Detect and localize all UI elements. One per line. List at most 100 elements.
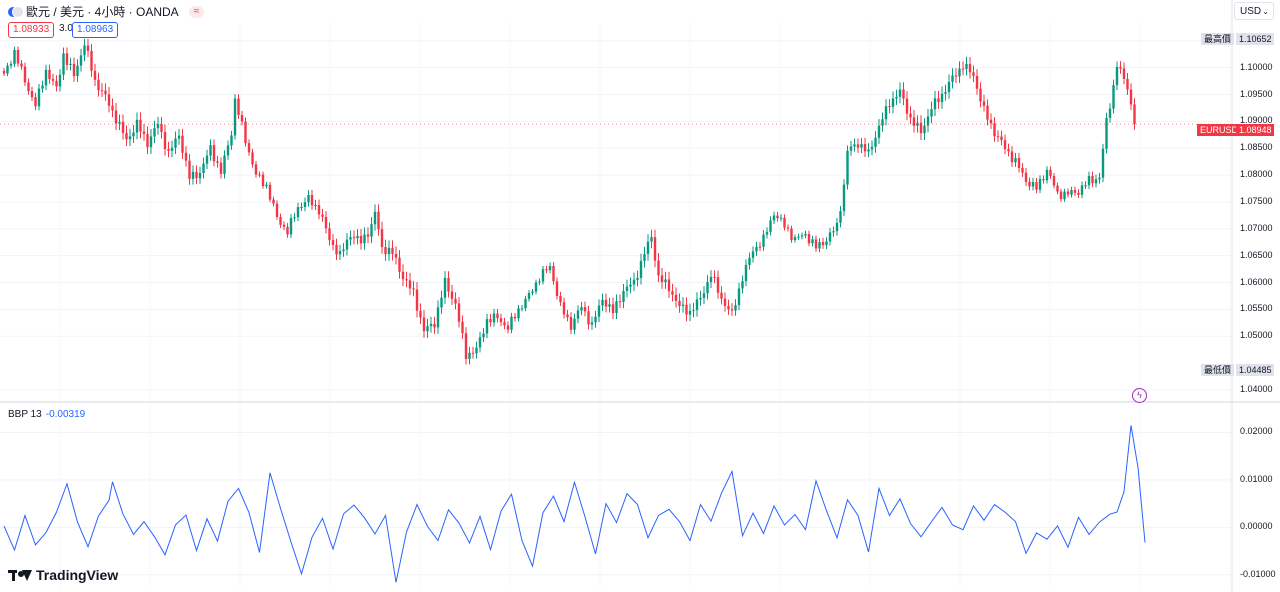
candle-down: [415, 289, 419, 311]
candle-up: [895, 96, 898, 99]
price-axis-tick: 1.09500: [1240, 88, 1273, 99]
candle-down: [275, 203, 279, 218]
candle-up: [625, 286, 629, 291]
candle-up: [632, 279, 636, 285]
symbol-title[interactable]: 歐元 / 美元 · 4小時 · OANDA: [26, 5, 179, 19]
candle-down: [464, 333, 468, 360]
candle-up: [531, 291, 534, 294]
candle-down: [394, 253, 398, 258]
candle-down: [163, 131, 167, 150]
candle-down: [1119, 66, 1122, 69]
candle-down: [723, 298, 727, 306]
candle-up: [436, 307, 440, 328]
candle-down: [716, 277, 720, 293]
candle-up: [293, 217, 296, 219]
candle-up: [226, 145, 230, 156]
candle-down: [993, 123, 996, 137]
candle-up: [874, 137, 877, 147]
candle-up: [1115, 66, 1119, 86]
candle-down: [107, 94, 111, 106]
candle-down: [989, 119, 993, 124]
currency-select[interactable]: USD ⌄: [1234, 2, 1274, 20]
candle-down: [863, 144, 867, 152]
candle-up: [527, 293, 531, 299]
candle-down: [408, 280, 412, 289]
candle-down: [937, 98, 940, 103]
candle-up: [468, 352, 471, 360]
candle-down: [783, 217, 786, 228]
candle-up: [76, 65, 79, 77]
candle-up: [149, 136, 153, 148]
tradingview-logo-icon: [8, 568, 32, 582]
sell-price-button[interactable]: 1.08933: [8, 22, 55, 38]
candle-down: [776, 215, 779, 219]
candle-down: [660, 275, 664, 283]
candle-down: [321, 214, 324, 217]
candle-down: [139, 119, 142, 132]
lightning-icon[interactable]: ϟ: [1132, 388, 1147, 403]
candle-down: [20, 63, 23, 67]
candle-up: [520, 308, 524, 310]
candle-up: [867, 149, 870, 152]
candle-down: [401, 271, 405, 280]
candle-up: [898, 89, 902, 97]
candle-up: [944, 92, 947, 94]
candle-up: [622, 290, 625, 302]
bbp-series-line: [3, 425, 1146, 583]
candle-up: [426, 326, 429, 332]
candle-down: [111, 105, 114, 111]
candle-up: [1098, 177, 1101, 180]
candle-down: [587, 311, 590, 325]
candle-down: [506, 325, 510, 330]
candle-up: [356, 235, 359, 239]
candle-up: [643, 254, 646, 261]
candle-up: [629, 284, 632, 287]
candle-up: [580, 307, 583, 311]
candle-down: [433, 323, 436, 328]
candle-up: [748, 257, 751, 265]
bbp-axis-tick: 0.00000: [1240, 521, 1273, 532]
candle-down: [72, 63, 76, 77]
candle-down: [121, 121, 125, 133]
candle-up: [926, 116, 930, 126]
bbp-axis-tick: -0.01000: [1240, 568, 1276, 579]
candle-up: [370, 224, 373, 237]
candle-up: [664, 279, 667, 283]
candle-down: [86, 45, 90, 51]
candle-up: [387, 247, 391, 255]
candle-up: [590, 322, 594, 325]
candle-up: [83, 45, 86, 56]
candle-down: [219, 162, 223, 174]
candle-down: [268, 184, 272, 200]
indicator-legend[interactable]: BBP 13 -0.00319: [8, 409, 85, 420]
candle-up: [1084, 185, 1087, 187]
symbol-header[interactable]: 歐元 / 美元 · 4小時 · OANDA ≈: [8, 3, 205, 20]
candle-down: [1077, 192, 1080, 195]
price-axis-tick: 1.08500: [1240, 142, 1273, 153]
candle-up: [709, 276, 713, 283]
candle-down: [982, 101, 986, 106]
candle-up: [646, 241, 650, 255]
candle-down: [324, 216, 328, 229]
candle-up: [296, 207, 300, 218]
candle-up: [1031, 182, 1035, 187]
tradingview-logo[interactable]: TradingView: [8, 567, 118, 583]
candle-down: [450, 291, 454, 299]
candle-down: [454, 298, 457, 304]
buy-price-button[interactable]: 1.08963: [72, 22, 119, 38]
candle-up: [482, 333, 485, 338]
candle-down: [1066, 191, 1070, 195]
candle-down: [912, 117, 916, 126]
market-status-badge[interactable]: ≈: [188, 5, 205, 18]
candle-down: [279, 217, 282, 225]
candle-up: [41, 85, 44, 89]
candle-up: [475, 347, 478, 354]
candle-down: [398, 257, 401, 272]
candle-down: [457, 303, 461, 322]
candle-up: [492, 313, 496, 323]
candle-up: [233, 98, 237, 136]
price-axis-tick: 1.05500: [1240, 303, 1273, 314]
candle-up: [9, 63, 13, 66]
candle-down: [727, 305, 730, 310]
